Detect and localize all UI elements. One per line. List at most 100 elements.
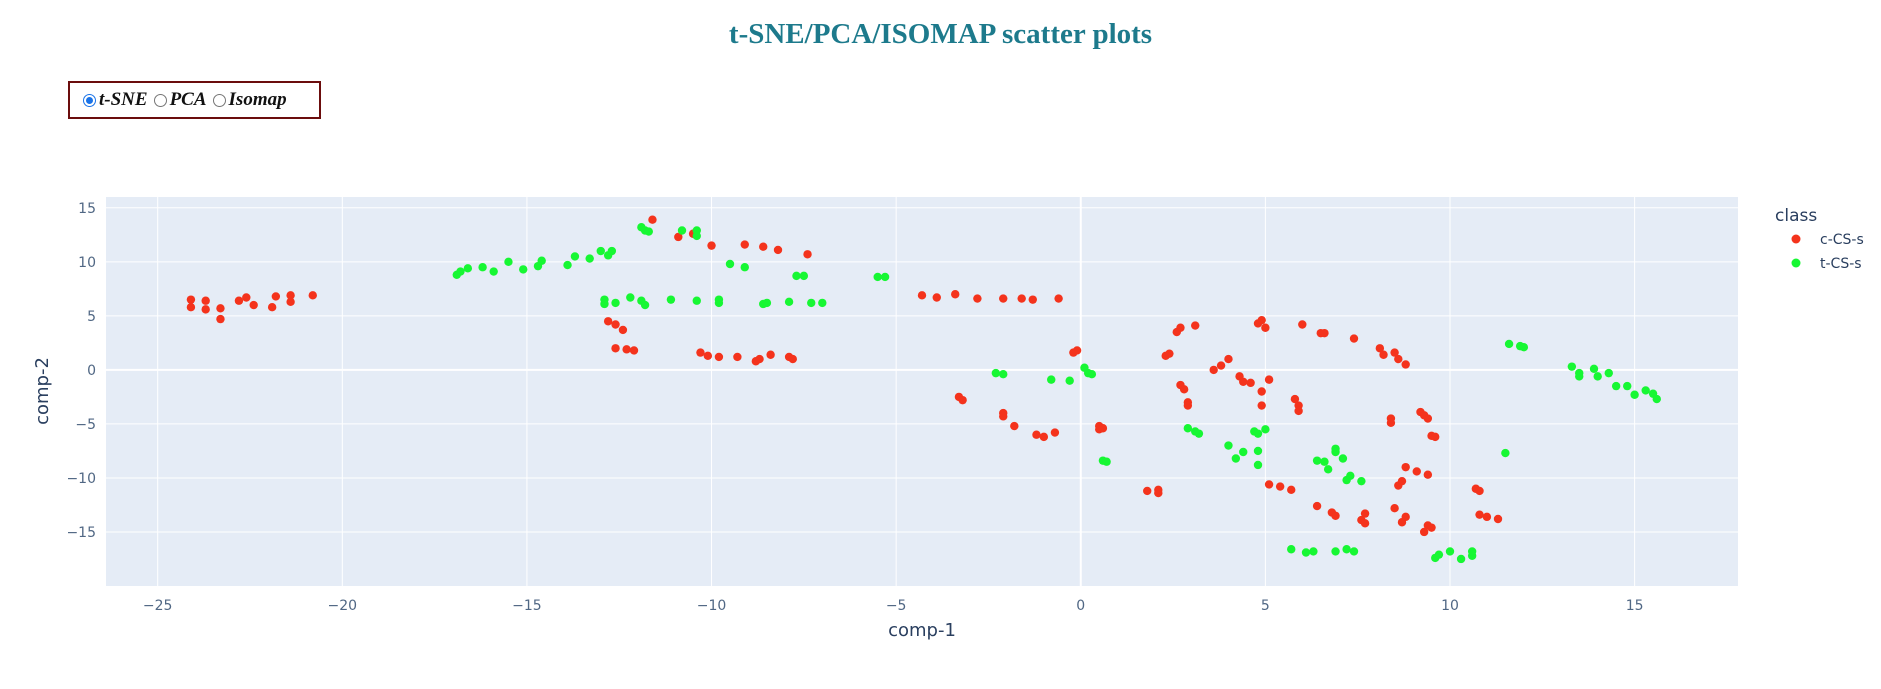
point-c-cs-s[interactable] <box>1287 485 1296 495</box>
point-c-cs-s[interactable] <box>1360 519 1370 528</box>
point-c-cs-s[interactable] <box>1331 511 1340 520</box>
point-c-cs-s[interactable] <box>1176 323 1185 332</box>
point-c-cs-s[interactable] <box>766 350 775 359</box>
point-c-cs-s[interactable] <box>1397 476 1407 486</box>
point-c-cs-s[interactable] <box>674 232 683 242</box>
point-c-cs-s[interactable] <box>1427 523 1436 532</box>
radio-button-pca[interactable] <box>153 93 167 107</box>
point-c-cs-s[interactable] <box>714 352 724 362</box>
point-c-cs-s[interactable] <box>1010 421 1019 431</box>
point-c-cs-s[interactable] <box>618 325 628 335</box>
point-t-cs-s[interactable] <box>1253 429 1263 438</box>
point-c-cs-s[interactable] <box>1257 401 1266 410</box>
point-c-cs-s[interactable] <box>286 297 295 307</box>
point-t-cs-s[interactable] <box>585 254 594 263</box>
point-c-cs-s[interactable] <box>216 304 225 313</box>
point-c-cs-s[interactable] <box>1401 360 1410 369</box>
point-t-cs-s[interactable] <box>504 257 513 267</box>
point-t-cs-s[interactable] <box>1630 390 1639 399</box>
point-c-cs-s[interactable] <box>1431 432 1440 442</box>
point-c-cs-s[interactable] <box>1482 512 1492 522</box>
point-c-cs-s[interactable] <box>186 295 196 304</box>
point-t-cs-s[interactable] <box>677 226 687 235</box>
point-c-cs-s[interactable] <box>759 242 768 251</box>
point-c-cs-s[interactable] <box>951 290 960 299</box>
point-c-cs-s[interactable] <box>1246 378 1255 388</box>
point-c-cs-s[interactable] <box>1360 509 1370 518</box>
point-t-cs-s[interactable] <box>607 246 617 256</box>
point-c-cs-s[interactable] <box>788 354 797 364</box>
point-t-cs-s[interactable] <box>1504 339 1514 349</box>
point-c-cs-s[interactable] <box>1394 354 1403 364</box>
point-c-cs-s[interactable] <box>611 344 620 353</box>
point-t-cs-s[interactable] <box>692 231 701 241</box>
point-c-cs-s[interactable] <box>286 291 295 300</box>
point-c-cs-s[interactable] <box>186 303 196 312</box>
legend-item-c-cs-s[interactable]: c-CS-s <box>1791 232 1864 248</box>
point-c-cs-s[interactable] <box>1179 385 1189 394</box>
point-t-cs-s[interactable] <box>1253 460 1263 470</box>
point-c-cs-s[interactable] <box>973 294 982 303</box>
point-t-cs-s[interactable] <box>463 264 473 273</box>
point-c-cs-s[interactable] <box>1224 354 1233 364</box>
point-t-cs-s[interactable] <box>456 267 465 276</box>
point-t-cs-s[interactable] <box>1604 368 1613 378</box>
point-t-cs-s[interactable] <box>640 300 650 310</box>
point-c-cs-s[interactable] <box>1401 462 1410 472</box>
point-c-cs-s[interactable] <box>1050 428 1060 437</box>
point-t-cs-s[interactable] <box>563 260 572 270</box>
point-c-cs-s[interactable] <box>1493 514 1503 524</box>
point-t-cs-s[interactable] <box>1301 548 1311 557</box>
point-c-cs-s[interactable] <box>1165 349 1174 358</box>
point-c-cs-s[interactable] <box>1423 414 1433 423</box>
point-t-cs-s[interactable] <box>784 297 794 307</box>
point-c-cs-s[interactable] <box>622 345 631 354</box>
point-c-cs-s[interactable] <box>1039 432 1049 442</box>
point-c-cs-s[interactable] <box>1028 295 1037 304</box>
point-t-cs-s[interactable] <box>873 272 882 282</box>
point-c-cs-s[interactable] <box>1032 430 1041 439</box>
point-t-cs-s[interactable] <box>478 263 487 272</box>
point-t-cs-s[interactable] <box>1287 545 1296 554</box>
point-c-cs-s[interactable] <box>1261 323 1270 332</box>
point-c-cs-s[interactable] <box>1379 350 1388 359</box>
point-t-cs-s[interactable] <box>1239 447 1248 457</box>
point-c-cs-s[interactable] <box>308 291 317 300</box>
point-c-cs-s[interactable] <box>932 293 941 302</box>
point-c-cs-s[interactable] <box>999 412 1008 421</box>
point-c-cs-s[interactable] <box>1154 488 1163 498</box>
point-c-cs-s[interactable] <box>1419 527 1429 537</box>
point-t-cs-s[interactable] <box>792 271 801 281</box>
point-t-cs-s[interactable] <box>1501 448 1510 458</box>
point-t-cs-s[interactable] <box>692 296 701 305</box>
point-c-cs-s[interactable] <box>1191 321 1200 330</box>
point-c-cs-s[interactable] <box>958 395 967 405</box>
point-t-cs-s[interactable] <box>1456 554 1466 564</box>
point-t-cs-s[interactable] <box>807 298 816 308</box>
point-c-cs-s[interactable] <box>1290 394 1300 404</box>
point-c-cs-s[interactable] <box>1423 470 1433 479</box>
point-t-cs-s[interactable] <box>596 246 605 256</box>
point-c-cs-s[interactable] <box>1312 501 1322 511</box>
point-c-cs-s[interactable] <box>271 292 281 301</box>
point-c-cs-s[interactable] <box>1216 361 1226 370</box>
point-t-cs-s[interactable] <box>818 298 827 308</box>
point-c-cs-s[interactable] <box>1294 406 1303 416</box>
point-c-cs-s[interactable] <box>242 293 251 302</box>
point-c-cs-s[interactable] <box>1390 504 1399 513</box>
point-c-cs-s[interactable] <box>648 215 657 224</box>
point-t-cs-s[interactable] <box>1346 471 1355 480</box>
point-c-cs-s[interactable] <box>803 250 812 259</box>
point-t-cs-s[interactable] <box>1467 547 1477 556</box>
point-c-cs-s[interactable] <box>1386 418 1396 428</box>
point-c-cs-s[interactable] <box>733 352 742 362</box>
point-t-cs-s[interactable] <box>880 272 890 282</box>
point-c-cs-s[interactable] <box>1257 387 1266 396</box>
point-t-cs-s[interactable] <box>1519 342 1529 352</box>
point-t-cs-s[interactable] <box>600 299 609 309</box>
point-t-cs-s[interactable] <box>1047 375 1056 384</box>
point-c-cs-s[interactable] <box>216 314 225 324</box>
point-c-cs-s[interactable] <box>755 354 764 364</box>
point-c-cs-s[interactable] <box>1275 482 1285 491</box>
point-t-cs-s[interactable] <box>1309 547 1318 556</box>
